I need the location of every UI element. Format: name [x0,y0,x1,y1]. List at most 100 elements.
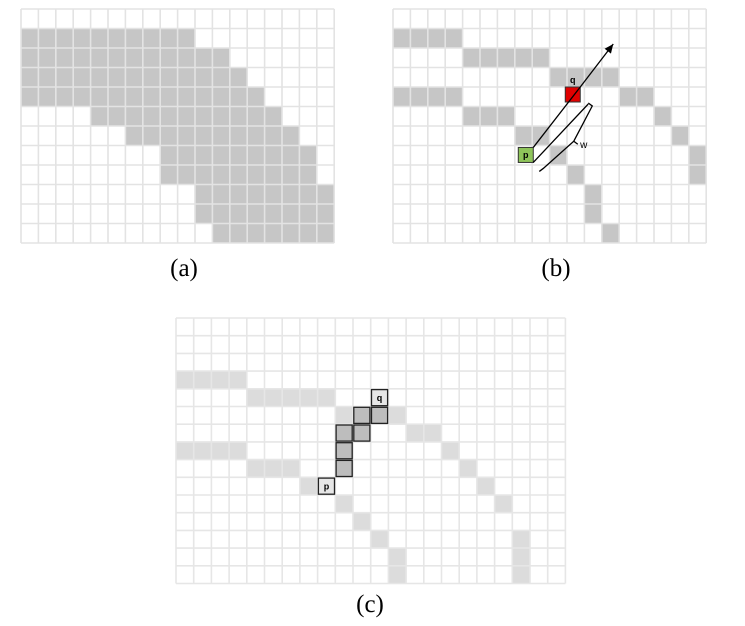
p-cell-label: p [523,150,529,160]
shaded-cell [177,165,195,185]
shaded-cell [90,106,108,126]
shaded-cell [299,477,318,495]
shaded-cell [688,145,707,165]
shaded-cell [160,67,178,87]
shaded-cell [445,87,463,107]
q-cell-label: q [570,75,576,85]
shaded-cell [441,441,460,460]
shaded-cell [532,48,550,68]
shaded-cell [427,87,446,107]
shaded-cell [142,28,161,48]
shaded-cell [212,106,230,126]
shaded-cell [247,184,265,204]
shaded-cell [247,145,265,165]
shaded-cell [480,106,498,126]
shaded-cell [282,388,300,407]
shaded-cell [177,87,195,107]
shaded-cell [229,441,247,460]
shaded-cell [212,87,230,107]
shaded-cell [212,184,230,204]
panel-a-caption: (a) [170,255,198,282]
shaded-cell [160,165,178,185]
shaded-cell [195,204,213,224]
width-label: w [579,140,588,151]
shaded-cell [335,495,353,513]
shaded-cell [480,48,498,68]
shaded-cell [388,406,407,425]
shaded-cell [316,223,335,243]
path-line-lower [532,103,589,163]
path-cell-q [370,388,389,407]
panel-a-grid [20,8,336,244]
shaded-cell [212,67,230,87]
shaded-cell [247,87,265,107]
shaded-cell [264,126,282,146]
shaded-cell [264,145,282,165]
shaded-cell [125,106,143,126]
panel-c-caption: (c) [356,591,384,618]
shaded-cell [125,126,143,146]
shaded-cell [497,106,515,126]
shaded-cell [160,126,178,146]
shaded-cell [494,495,513,513]
shaded-cell [229,371,247,389]
shaded-cell [264,459,283,478]
shaded-cell [299,165,317,185]
shaded-cell [567,67,585,87]
shaded-cell [619,87,637,107]
shaded-cell [514,48,533,68]
shaded-cell [90,67,108,87]
shaded-cell [388,548,407,566]
shaded-cell [229,165,248,185]
shaded-cell [229,67,248,87]
shaded-cell [229,145,248,165]
shaded-cell [177,106,195,126]
panel-c-path: pq [317,388,389,495]
shaded-cell [282,184,300,204]
shaded-cell [671,126,689,146]
shaded-cell [497,48,515,68]
shaded-cell [445,28,463,48]
shaded-cell [177,48,195,68]
shaded-cell [211,371,230,389]
shaded-cell [55,48,74,68]
shaded-cell [246,459,265,478]
shaded-cell [410,87,428,107]
shaded-cell [142,67,161,87]
shaded-cell [160,48,178,68]
shaded-cell [142,106,161,126]
shaded-cell [282,204,300,224]
shaded-cell [195,106,213,126]
shaded-cell [246,388,265,407]
shaded-cell [476,477,495,495]
shaded-cell [229,184,248,204]
shaded-cell [299,388,318,407]
shaded-cell [423,424,442,442]
path-cell [335,442,353,460]
shaded-cell [38,28,56,48]
shaded-cell [514,126,533,146]
shaded-cell [21,87,39,107]
shaded-cell [299,223,317,243]
shaded-cell [353,512,371,531]
shaded-cell [125,67,143,87]
shaded-cell [654,106,672,126]
shaded-cell [55,87,74,107]
shaded-cell [636,87,654,107]
shaded-cell [195,184,213,204]
shaded-cell [427,28,446,48]
width-brace [538,102,594,172]
shaded-cell [195,126,213,146]
shaded-cell [21,48,39,68]
shaded-cell [229,106,248,126]
shaded-cell [212,223,230,243]
shaded-cell [160,87,178,107]
shaded-cell [264,388,283,407]
shaded-cell [462,106,480,126]
shaded-cell [393,28,411,48]
shaded-cell [160,28,178,48]
shaded-cell [512,530,530,549]
path-cell-label: q [377,393,383,403]
shaded-cell [584,184,602,204]
shaded-cell [532,126,550,146]
